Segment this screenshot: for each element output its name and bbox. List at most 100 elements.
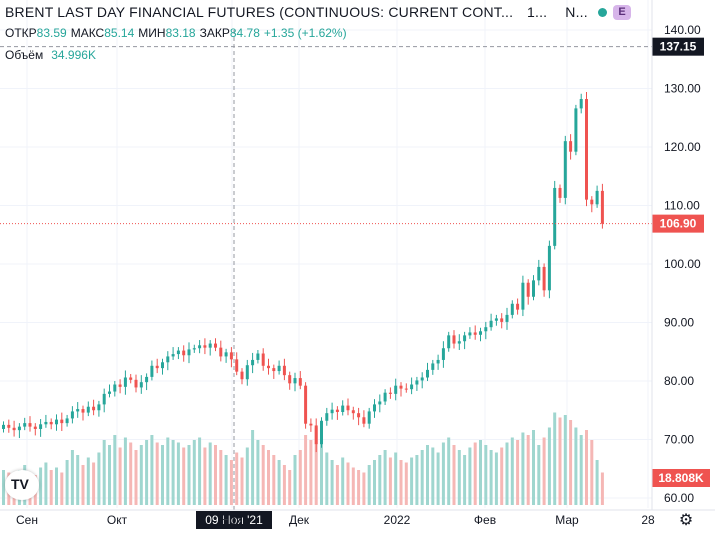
candle-body (526, 282, 530, 297)
status-badge[interactable]: E (598, 5, 631, 20)
candle-body (65, 418, 69, 424)
volume-bar (44, 462, 48, 505)
candle-body (92, 406, 96, 411)
volume-bar (404, 462, 408, 505)
volume-bar (579, 435, 583, 505)
candle-body (129, 377, 133, 380)
volume-bar (92, 462, 96, 505)
volume-bar (86, 457, 90, 505)
symbol-header[interactable]: BRENT LAST DAY FINANCIAL FUTURES (CONTIN… (5, 4, 588, 20)
volume-legend: Объём 34.996K (5, 48, 96, 62)
y-tick-label: 120.00 (664, 140, 701, 154)
candle-body (505, 314, 509, 322)
candle-body (203, 345, 207, 348)
y-tick-label: 60.00 (664, 491, 694, 505)
volume-bar (510, 437, 514, 505)
candle-body (457, 341, 461, 344)
candle-body (86, 406, 90, 413)
volume-bar (102, 440, 106, 505)
y-tick-label: 80.00 (664, 374, 694, 388)
volume-bar (139, 445, 143, 505)
gear-icon[interactable]: ⚙ (678, 512, 694, 529)
candle-body (240, 371, 244, 380)
y-tick-label: 70.00 (664, 433, 694, 447)
volume-bar (240, 457, 244, 505)
candle-body (161, 362, 164, 369)
volume-bar (378, 455, 382, 505)
volume-bar (320, 442, 323, 505)
volume-bar (325, 452, 329, 505)
volume-bar (208, 442, 212, 505)
candle-body (55, 419, 58, 425)
open-label: ОТКР (5, 26, 37, 40)
candle-body (314, 425, 318, 445)
volume-bar (81, 465, 85, 505)
volume-bar (282, 465, 286, 505)
x-tick-label: Фев (474, 513, 496, 527)
candle-body (388, 392, 392, 394)
volume-bar (118, 447, 122, 505)
candle-body (341, 405, 345, 413)
candle-body (81, 409, 85, 413)
chart-overlays: 137.15 09 Ноя '21 106.90 18.808K (0, 30, 710, 529)
volume-bar (426, 445, 429, 505)
candle-body (70, 411, 74, 419)
volume-bar (293, 455, 297, 505)
last-volume-label: 18.808K (658, 471, 704, 485)
candle-body (251, 359, 255, 366)
volume-bar (55, 467, 58, 505)
tradingview-logo-icon[interactable]: TV (5, 470, 39, 500)
candle-body (563, 141, 567, 198)
last-price-label: 106.90 (660, 217, 697, 231)
volume-bar (383, 450, 387, 505)
candle-body (166, 356, 170, 363)
candle-body (537, 266, 541, 281)
candle-body (261, 353, 265, 366)
x-tick-label: Мар (555, 513, 579, 527)
volume-bar (431, 447, 435, 505)
open-value: 83.59 (36, 26, 67, 40)
candle-body (219, 347, 223, 357)
close-label: ЗАКР (199, 26, 230, 40)
symbol-title[interactable]: BRENT LAST DAY FINANCIAL FUTURES (CONTIN… (5, 4, 513, 20)
candle-body (510, 303, 514, 315)
volume-bar (346, 462, 350, 505)
candle-body (463, 335, 467, 342)
candle-body (192, 348, 196, 350)
candle-body (489, 320, 493, 328)
volume-bar (129, 442, 133, 505)
candle-body (2, 424, 5, 429)
volume-bar (463, 455, 467, 505)
volume-bar (65, 460, 69, 505)
candle-body (346, 405, 350, 411)
crosshair-time-tag (196, 511, 272, 529)
candle-body (484, 327, 488, 332)
candle-body (187, 349, 191, 356)
candle-body (436, 359, 440, 364)
candle-body (378, 401, 382, 405)
candlesticks (2, 92, 604, 453)
candle-body (399, 385, 403, 389)
price-axis: 60.00 70.00 80.00 90.00 100.00 110.00 120.00 13… (651, 0, 701, 510)
volume-value: 34.996K (51, 48, 96, 62)
volume-bar (537, 445, 541, 505)
candle-body (33, 426, 37, 429)
candle-body (394, 385, 398, 394)
candle-body (304, 385, 308, 424)
volume-bar (304, 435, 308, 505)
interval-label[interactable]: 1... (527, 4, 548, 20)
volume-bar (261, 445, 265, 505)
volume-bar (182, 447, 186, 505)
high-value: 85.14 (104, 26, 135, 40)
volume-bar (288, 470, 292, 505)
volume-bar (245, 447, 249, 505)
volume-bar (457, 450, 461, 505)
candle-body (171, 354, 175, 357)
candle-body (28, 423, 32, 427)
candle-body (595, 190, 599, 205)
x-tick-label: 2022 (384, 513, 411, 527)
candle-body (600, 190, 604, 224)
volume-bar (335, 465, 339, 505)
